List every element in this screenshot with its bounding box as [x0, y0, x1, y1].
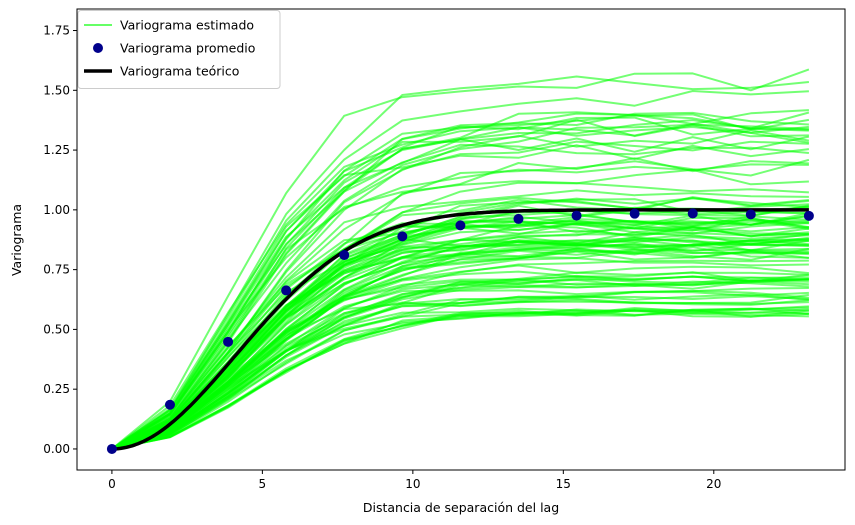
- y-tick-label: 1.75: [43, 24, 70, 38]
- y-tick-label: 0.50: [43, 322, 70, 336]
- estimated-variogram-line: [111, 293, 810, 450]
- estimated-variogram-line: [111, 180, 809, 450]
- estimated-variogram-line: [111, 90, 809, 450]
- y-axis-ticks: 0.00 0.25 0.50 0.75 1.00 1.25 1.50 1.75: [43, 24, 77, 456]
- estimated-variogram-line: [111, 247, 809, 450]
- estimated-variogram-line: [111, 163, 809, 450]
- x-axis-ticks: 0 5 10 15 20: [108, 470, 721, 491]
- plot-frame: [76, 8, 846, 471]
- x-tick-label: 5: [259, 477, 267, 491]
- legend-average-swatch: [93, 43, 103, 53]
- x-tick-label: 20: [706, 477, 721, 491]
- average-variogram-point: [687, 208, 698, 219]
- average-variogram-point: [164, 399, 175, 410]
- estimated-variogram-line: [111, 68, 810, 450]
- estimated-variogram-line: [111, 271, 809, 450]
- legend: Variograma estimado Variograma promedio …: [77, 10, 281, 89]
- average-variogram-point: [223, 336, 234, 347]
- average-variogram-point: [455, 220, 466, 231]
- y-tick-label: 0.25: [43, 382, 70, 396]
- average-variogram-point: [745, 209, 756, 220]
- estimated-variogram-line: [111, 236, 809, 450]
- x-axis-label: Distancia de separación del lag: [363, 500, 559, 515]
- y-tick-label: 0.75: [43, 263, 70, 277]
- y-tick-label: 0.00: [43, 442, 70, 456]
- x-tick-label: 0: [108, 477, 116, 491]
- average-variogram-points: [106, 208, 814, 454]
- estimated-variogram-line: [111, 306, 809, 450]
- average-variogram-point: [629, 208, 640, 219]
- legend-box: [77, 10, 281, 89]
- estimated-variogram-line: [111, 129, 810, 450]
- legend-average-label: Variograma promedio: [120, 41, 255, 56]
- legend-estimated-label: Variograma estimado: [120, 18, 254, 33]
- y-tick-label: 1.00: [43, 203, 70, 217]
- estimated-variogram-line: [111, 273, 810, 450]
- average-variogram-point: [397, 231, 408, 242]
- average-variogram-point: [571, 210, 582, 221]
- average-variogram-point: [106, 443, 117, 454]
- average-variogram-point: [339, 250, 350, 261]
- average-variogram-point: [803, 210, 814, 221]
- estimated-variogram-line: [111, 135, 810, 450]
- estimated-variogram-line: [111, 237, 809, 450]
- average-variogram-point: [513, 213, 524, 224]
- x-tick-label: 10: [405, 477, 420, 491]
- estimated-variogram-line: [111, 75, 809, 450]
- x-tick-label: 15: [556, 477, 571, 491]
- y-tick-label: 1.25: [43, 143, 70, 157]
- y-tick-label: 1.50: [43, 83, 70, 97]
- estimated-variogram-line: [111, 144, 810, 450]
- estimated-variogram-line: [111, 143, 809, 450]
- estimated-variogram-line: [111, 231, 809, 450]
- legend-theoretical-label: Variograma teórico: [120, 64, 239, 79]
- average-variogram-point: [281, 285, 292, 296]
- y-axis-label: Variograma: [9, 204, 24, 276]
